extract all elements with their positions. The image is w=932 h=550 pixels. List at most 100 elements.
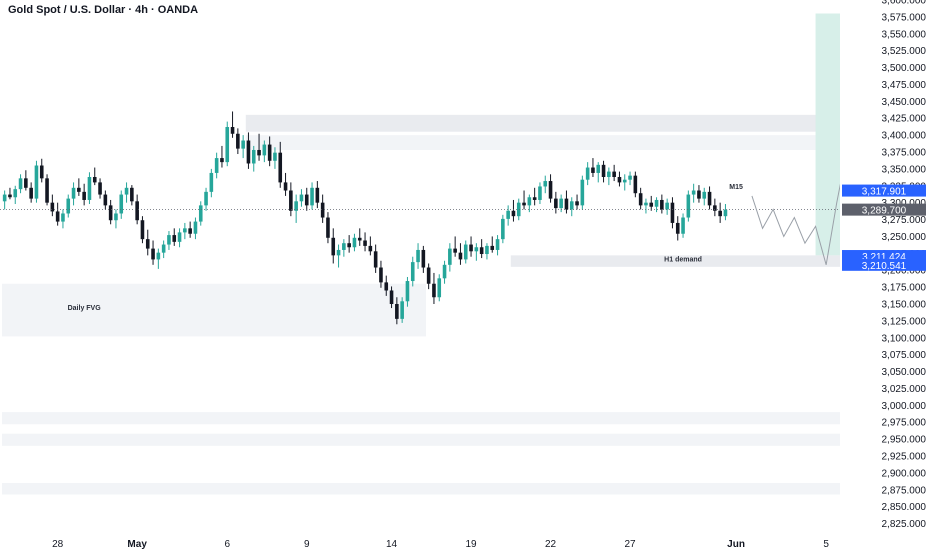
candle [686, 190, 691, 222]
candle [474, 243, 479, 261]
candle [707, 186, 712, 210]
candle-body [395, 304, 399, 319]
candle-body [87, 176, 92, 200]
candle [193, 217, 198, 240]
y-tick-label: 3,000.000 [882, 401, 927, 412]
candle [432, 272, 436, 304]
candle-body [177, 232, 182, 242]
candle [108, 199, 113, 225]
candle [230, 111, 235, 138]
candle-body [506, 210, 510, 219]
candle-body [145, 239, 150, 249]
candle [479, 239, 484, 259]
candle-body [320, 202, 325, 218]
candle-body [522, 202, 526, 206]
candle [660, 194, 664, 214]
candle-body [368, 245, 373, 252]
candle-body [511, 210, 516, 217]
candle [485, 243, 489, 260]
candle-body [188, 228, 192, 234]
y-tick-label: 2,850.000 [882, 502, 927, 513]
candle [691, 183, 696, 203]
x-tick-label: 9 [304, 539, 310, 550]
candle-body [342, 243, 346, 250]
candle-body [665, 202, 669, 210]
y-tick-label: 2,925.000 [882, 452, 927, 463]
candle [29, 182, 33, 203]
y-tick-label: 3,550.000 [882, 29, 927, 40]
candle-body [660, 199, 664, 210]
candle [299, 189, 304, 207]
y-tick-label: 3,375.000 [882, 148, 927, 159]
candle [251, 145, 256, 172]
candle-body [432, 283, 436, 298]
candle [61, 209, 65, 229]
candle-body [156, 252, 161, 260]
candle-body [289, 190, 293, 211]
candle [596, 162, 601, 183]
candle-body [124, 187, 129, 195]
candle [342, 239, 346, 257]
candle [135, 194, 139, 225]
zone-demand-2 [510, 255, 840, 267]
y-tick-label: 3,125.000 [882, 316, 927, 327]
candle-body [607, 171, 611, 177]
candle-body [230, 127, 235, 134]
candle [554, 191, 558, 214]
zone-fvg-3 [2, 283, 426, 337]
candle-body [45, 178, 49, 203]
candle [130, 185, 134, 206]
candle [522, 190, 526, 210]
candle [236, 128, 240, 155]
x-tick-label: 6 [224, 539, 230, 550]
candle-body [575, 201, 579, 206]
y-tick-label: 2,975.000 [882, 418, 927, 429]
candle [675, 216, 680, 241]
candle-body [183, 228, 187, 233]
candle-body [649, 202, 654, 207]
candle [294, 194, 298, 223]
candle [389, 286, 394, 309]
candle [384, 275, 389, 296]
zone-band-6 [2, 483, 840, 495]
projection-path [751, 13, 875, 265]
annotation-label: Daily FVG [68, 305, 102, 312]
candle-body [442, 264, 447, 279]
candle [209, 168, 214, 198]
candle [564, 190, 569, 214]
candle-body [410, 262, 415, 282]
price-badge-label: 3,211.424 [862, 252, 906, 263]
candle [585, 162, 590, 186]
candle [543, 175, 548, 194]
candle-body [82, 191, 86, 200]
y-tick-label: 3,250.000 [882, 232, 927, 243]
y-tick-label: 3,600.000 [882, 0, 927, 7]
candle-body [55, 211, 60, 222]
candle [204, 187, 208, 211]
take-profit-zone [815, 13, 843, 256]
candle-body [437, 278, 442, 298]
candle-body [527, 197, 532, 206]
candle [559, 194, 563, 213]
candle-body [718, 210, 722, 217]
candle [379, 260, 383, 288]
candle-body [559, 198, 563, 209]
candle [262, 140, 267, 163]
candle [357, 228, 362, 246]
candle [310, 182, 314, 210]
candle [532, 187, 537, 206]
candle [665, 198, 669, 215]
x-tick-label: 22 [545, 539, 557, 550]
candle [591, 158, 595, 177]
y-tick-label: 2,875.000 [882, 485, 927, 496]
candle [246, 132, 251, 169]
candle-body [548, 181, 553, 199]
candle [45, 174, 49, 206]
candle-body [421, 249, 426, 268]
candle-body [538, 186, 542, 200]
candle [177, 228, 182, 248]
candle [442, 260, 447, 284]
candle-body [638, 193, 643, 206]
